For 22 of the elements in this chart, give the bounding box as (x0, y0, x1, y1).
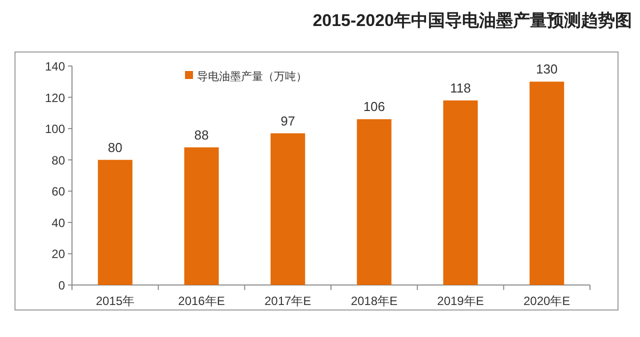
x-tick-label: 2016年E (178, 294, 225, 308)
x-tick-label: 2020年E (523, 294, 570, 308)
y-tick-label: 140 (44, 60, 66, 74)
y-tick-label: 60 (52, 184, 66, 199)
y-tick-label: 0 (58, 278, 66, 292)
x-tick-label: 2018年E (350, 294, 398, 308)
data-label: 97 (280, 113, 296, 128)
y-tick-label: 100 (44, 122, 66, 136)
data-label: 130 (536, 62, 558, 77)
data-label: 118 (450, 80, 471, 96)
y-tick-label: 40 (52, 216, 66, 230)
x-tick-label: 2015年 (96, 294, 135, 308)
y-tick-label: 80 (52, 153, 66, 168)
chart-title: 2015-2020年中国导电油墨产量预测趋势图 (312, 11, 632, 30)
data-label: 88 (194, 127, 209, 142)
x-tick-label: 2019年E (437, 294, 484, 308)
y-tick-label: 20 (52, 247, 66, 262)
y-tick-label: 120 (44, 90, 66, 105)
x-tick-label: 2017年E (264, 294, 312, 308)
data-label: 80 (108, 140, 122, 155)
data-label: 106 (363, 99, 386, 114)
legend-label: 导电油墨产量（万吨） (197, 70, 307, 83)
